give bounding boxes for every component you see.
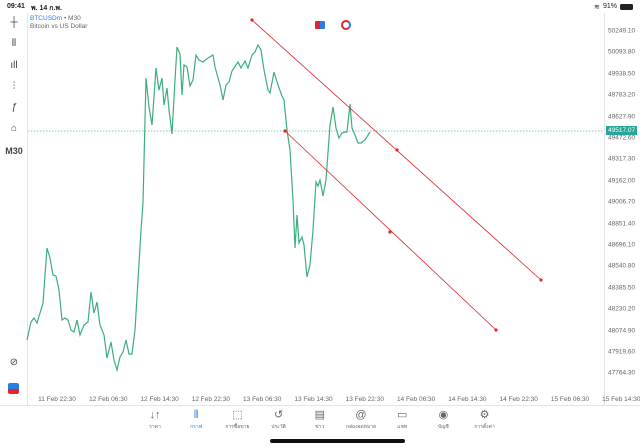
quick-chart-icon[interactable]: ⊘ [9, 357, 19, 368]
candlestick-icon: ⫴ [193, 409, 199, 421]
price-tick: 47919.60 [608, 348, 636, 356]
status-time: 09:41 [7, 3, 25, 10]
time-tick: 13 Feb 06:30 [243, 396, 282, 403]
time-tick: 14 Feb 06:30 [396, 396, 436, 403]
tab-label: แชท [397, 424, 408, 430]
trendline-anchor [539, 278, 543, 282]
function-icon[interactable]: ƒ [11, 102, 17, 113]
market-depth-icon[interactable] [341, 20, 351, 30]
tab-label: การซื้อขาย [225, 424, 250, 430]
chat-icon: ▭ [396, 409, 408, 421]
indicators-icon[interactable]: ıll [10, 60, 18, 71]
trade-buttons-icon[interactable] [315, 21, 325, 29]
tab-history[interactable]: ↺ ประวัติ [259, 408, 299, 431]
crosshair-icon[interactable]: ┼ [10, 17, 18, 28]
price-tick: 48074.90 [608, 327, 636, 335]
trendline-anchor [283, 129, 287, 133]
tab-label: บัญชี [437, 424, 449, 430]
at-icon: @ [355, 409, 367, 421]
history-icon: ↺ [273, 409, 284, 421]
time-tick: 14 Feb 22:30 [499, 396, 538, 403]
trendline-anchor [250, 18, 254, 22]
battery-icon [620, 4, 633, 10]
tab-news[interactable]: ▤ ข่าว [300, 408, 340, 431]
price-tick: 48230.20 [608, 305, 636, 313]
tab-label: ราคา [149, 424, 161, 430]
symbol-name[interactable]: BTCUSDm [30, 15, 63, 22]
account-icon: ◉ [438, 409, 449, 421]
price-tick: 48696.10 [608, 241, 636, 249]
time-tick: 13 Feb 22:30 [345, 396, 384, 403]
price-tick: 50249.10 [608, 27, 636, 35]
symbol-description: Bitcoin vs US Dollar [30, 23, 88, 30]
price-tick: 48540.80 [608, 262, 636, 270]
tab-label: กล่องจดหมาย [345, 424, 377, 430]
settings-sliders-icon[interactable]: ⫶ [12, 81, 16, 92]
tab-label: ข่าว [315, 424, 325, 430]
tab-label: กราฟ [190, 424, 203, 430]
trendline-anchor [494, 328, 498, 332]
time-tick: 12 Feb 06:30 [89, 396, 128, 403]
chart-left-border [27, 13, 28, 406]
arrows-up-down-icon: ↓↑ [149, 409, 161, 421]
price-tick: 49162.00 [608, 177, 636, 185]
price-line [26, 43, 371, 373]
time-tick: 12 Feb 22:30 [191, 396, 231, 403]
time-tick: 12 Feb 14:30 [140, 396, 179, 403]
price-tick: 49317.30 [608, 155, 636, 163]
trendline-anchor [395, 148, 399, 152]
price-tick: 50093.80 [608, 48, 636, 56]
price-tick: 49472.60 [608, 134, 636, 142]
news-icon: ▤ [314, 409, 325, 421]
time-tick: 13 Feb 14:30 [294, 396, 333, 403]
tab-candlestick[interactable]: ⫴ กราฟ [176, 408, 216, 431]
price-tick: 49006.70 [608, 198, 636, 206]
objects-icon[interactable]: ⌂ [10, 123, 18, 134]
tab-bar-border [0, 405, 640, 406]
tab-arrows-up-down[interactable]: ↓↑ ราคา [135, 408, 175, 431]
tab-trade-chart[interactable]: ⬚ การซื้อขาย [217, 408, 257, 431]
current-price-badge: 49517.07 [606, 126, 638, 135]
chart-header: BTCUSDm • M30 Bitcoin vs US Dollar [30, 15, 88, 30]
chart-timeframe: M30 [68, 15, 81, 22]
price-tick: 48851.40 [608, 220, 636, 228]
timeframe-button[interactable]: M30 [5, 146, 23, 156]
price-tick: 47764.30 [608, 369, 636, 377]
status-date: พ. 14 ก.พ. [31, 5, 62, 12]
price-tick: 49938.50 [608, 70, 636, 78]
tab-at[interactable]: @ กล่องจดหมาย [341, 408, 381, 431]
wifi-icon: ≋ [594, 4, 600, 11]
tab-account[interactable]: ◉ บัญชี [423, 408, 463, 431]
tab-chat[interactable]: ▭ แชท [382, 408, 422, 431]
time-tick: 15 Feb 14:30 [602, 396, 640, 403]
price-axis-border [604, 13, 605, 406]
time-tick: 14 Feb 14:30 [448, 396, 487, 403]
battery-level: 91% [603, 3, 618, 10]
chart-type-icon[interactable]: ⫴ [11, 38, 17, 49]
price-tick: 48385.50 [608, 284, 636, 292]
tab-label: การตั้งค่า [474, 424, 495, 430]
home-indicator [270, 439, 405, 443]
trendline-anchor [388, 230, 392, 234]
tab-gear[interactable]: ⚙ การตั้งค่า [465, 408, 505, 431]
price-tick: 49783.20 [608, 91, 636, 99]
gear-icon: ⚙ [479, 409, 490, 421]
trade-chart-icon: ⬚ [232, 409, 243, 421]
time-tick: 15 Feb 06:30 [550, 396, 590, 403]
price-tick: 49627.90 [608, 113, 636, 121]
one-click-trading-icon[interactable] [8, 383, 19, 394]
time-tick: 11 Feb 22:30 [38, 396, 76, 403]
tab-label: ประวัติ [271, 424, 286, 430]
